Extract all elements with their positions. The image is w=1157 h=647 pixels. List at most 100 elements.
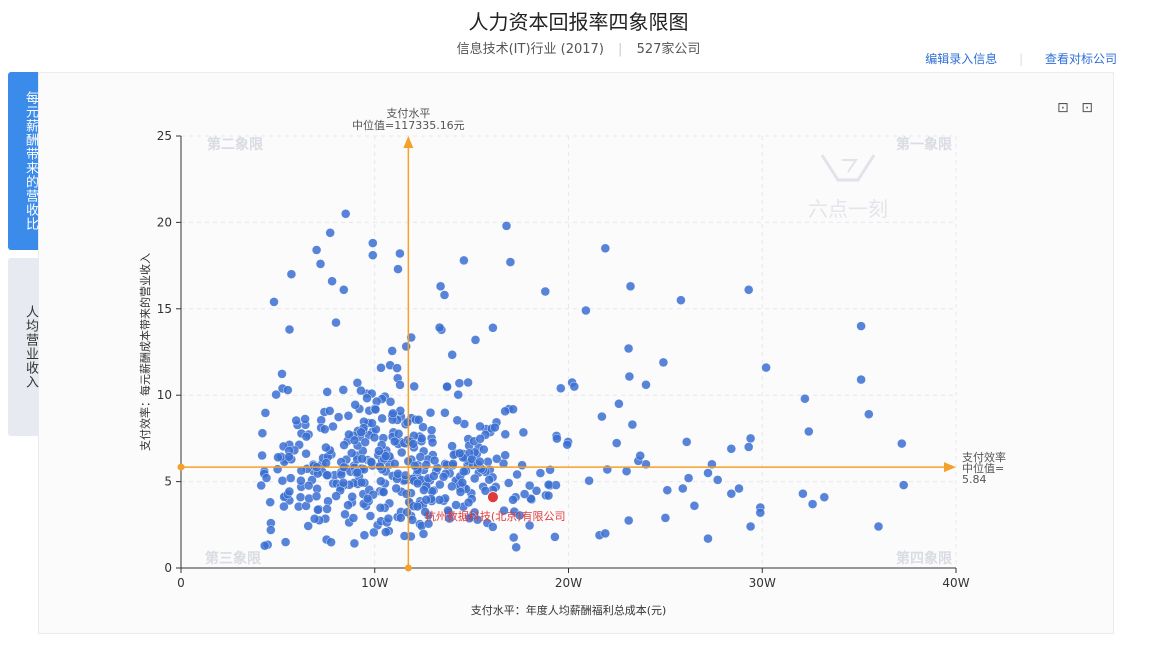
data-point xyxy=(257,428,268,438)
data-point xyxy=(383,513,394,524)
data-point xyxy=(459,466,469,477)
data-point xyxy=(499,505,509,516)
data-point xyxy=(543,490,554,501)
data-point xyxy=(864,409,874,419)
y-tick-label: 20 xyxy=(157,215,172,229)
data-point xyxy=(597,411,607,422)
data-point xyxy=(356,385,366,396)
restore-icon[interactable]: ⊡ xyxy=(1081,100,1093,116)
data-point xyxy=(339,285,349,295)
data-point xyxy=(381,451,391,461)
y-tick-label: 15 xyxy=(157,302,172,316)
data-point xyxy=(338,385,348,395)
data-point xyxy=(490,422,500,433)
data-point xyxy=(349,538,360,549)
data-point xyxy=(819,492,829,502)
chart-panel xyxy=(38,72,1114,634)
data-point xyxy=(348,513,359,523)
company-count: 527家公司 xyxy=(636,42,701,57)
data-point xyxy=(439,290,450,300)
data-point xyxy=(257,450,267,461)
watermark-logo xyxy=(820,154,876,182)
data-point xyxy=(683,473,694,483)
data-point xyxy=(385,397,396,407)
highlight-point xyxy=(487,491,499,504)
data-point xyxy=(624,371,635,382)
data-point xyxy=(484,475,494,485)
data-point xyxy=(524,520,535,531)
data-point xyxy=(326,537,336,547)
data-point xyxy=(409,381,419,392)
quadrant-3-label: 第三象限 xyxy=(205,550,261,567)
quadrant-2-label: 第二象限 xyxy=(207,136,263,153)
data-point xyxy=(344,429,354,440)
data-point xyxy=(703,533,713,544)
data-point xyxy=(517,460,527,470)
edit-info-link[interactable]: 编辑录入信息 xyxy=(925,52,998,66)
data-point xyxy=(515,510,525,521)
data-point xyxy=(320,424,330,434)
data-point xyxy=(374,446,384,456)
data-point xyxy=(347,492,357,502)
data-point xyxy=(341,209,351,219)
data-point xyxy=(280,537,291,547)
tab-revenue-per-salary[interactable]: 每元薪酬带来的营收比 xyxy=(8,72,38,250)
data-point xyxy=(376,476,386,486)
data-point xyxy=(401,489,412,499)
data-point xyxy=(370,404,381,415)
data-point xyxy=(660,513,671,523)
data-point xyxy=(519,489,530,499)
data-point xyxy=(322,470,332,480)
data-point xyxy=(423,519,434,529)
data-point xyxy=(427,437,438,448)
data-point xyxy=(395,380,405,390)
data-point xyxy=(440,408,450,418)
benchmark-link[interactable]: 查看对标公司 xyxy=(1044,52,1117,66)
data-point xyxy=(641,380,651,390)
data-point xyxy=(284,486,295,497)
data-point xyxy=(678,483,688,494)
data-point xyxy=(300,414,310,424)
data-point xyxy=(745,433,756,444)
data-point xyxy=(452,415,462,425)
data-point xyxy=(357,454,367,464)
data-point xyxy=(552,433,562,444)
data-point xyxy=(475,434,485,444)
data-point xyxy=(470,473,480,484)
zoom-icon[interactable]: ⊡ xyxy=(1057,100,1069,116)
data-point xyxy=(387,346,397,356)
data-point xyxy=(410,461,420,471)
data-point xyxy=(703,468,713,478)
data-point xyxy=(393,264,403,274)
data-point xyxy=(303,521,313,531)
data-point xyxy=(500,429,510,439)
data-point xyxy=(429,471,439,481)
data-point xyxy=(333,412,344,422)
data-point xyxy=(327,276,337,286)
data-point xyxy=(273,452,283,462)
y-tick-label: 0 xyxy=(164,561,172,575)
data-point xyxy=(296,465,306,476)
data-point xyxy=(804,426,814,437)
data-point xyxy=(682,437,692,447)
data-point xyxy=(755,508,765,518)
data-point xyxy=(525,480,535,491)
tab-revenue-per-employee[interactable]: 人均营业收入 xyxy=(8,258,38,436)
data-point xyxy=(352,467,362,478)
data-point xyxy=(425,408,436,418)
data-point xyxy=(488,522,498,532)
data-point xyxy=(304,480,314,491)
data-point xyxy=(362,393,372,403)
chart-title: 人力资本回报率四象限图 xyxy=(468,10,689,34)
data-point xyxy=(744,442,754,452)
data-point xyxy=(343,411,354,421)
data-point xyxy=(483,457,493,467)
data-point xyxy=(296,476,306,486)
data-point xyxy=(321,458,331,468)
data-point xyxy=(624,515,634,526)
y-tick-label: 25 xyxy=(157,129,172,143)
data-point xyxy=(347,448,357,458)
data-point xyxy=(508,404,518,414)
data-point xyxy=(511,542,521,552)
data-point xyxy=(447,350,457,360)
